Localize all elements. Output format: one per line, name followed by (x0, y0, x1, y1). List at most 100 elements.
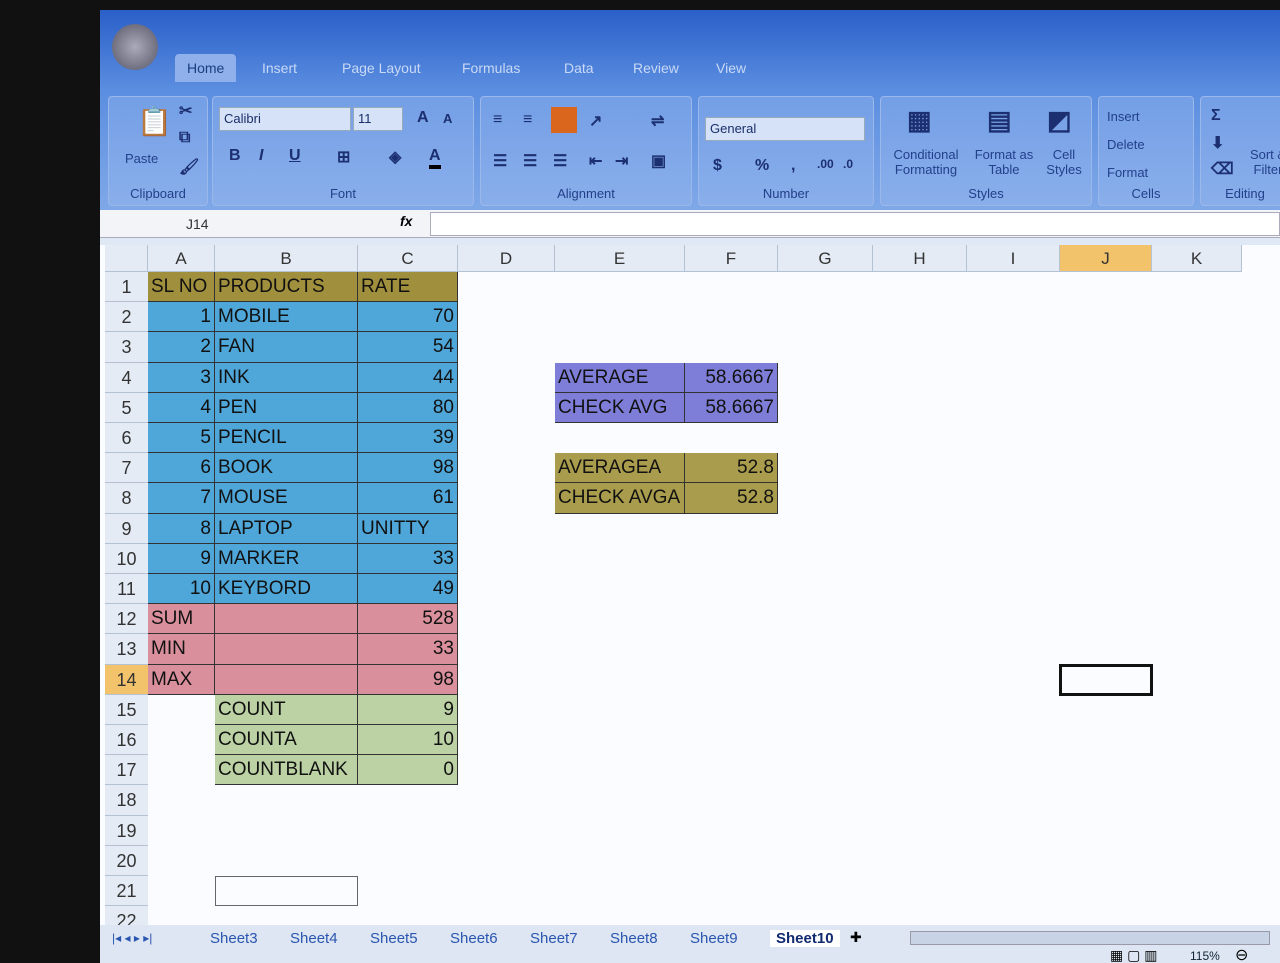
cell-B10[interactable]: MARKER (215, 543, 358, 574)
sheet-tab-sheet10[interactable]: Sheet10 (770, 930, 840, 947)
cell-A2[interactable]: 1 (148, 302, 215, 333)
copy-icon[interactable]: ⧉ (179, 129, 191, 146)
decrease-indent-icon[interactable]: ⇤ (589, 153, 603, 170)
row-header-10[interactable]: 10 (105, 543, 148, 574)
row-header-5[interactable]: 5 (105, 392, 148, 423)
align-left-icon[interactable]: ☰ (493, 153, 508, 170)
format-painter-icon[interactable]: 🖌 (179, 159, 200, 176)
sheet-tab-sheet3[interactable]: Sheet3 (210, 930, 258, 947)
tab-formulas[interactable]: Formulas (462, 60, 521, 76)
cell-A4[interactable]: 3 (148, 362, 215, 393)
cell-A1[interactable]: SL NO (148, 272, 215, 303)
row-header-19[interactable]: 19 (105, 815, 148, 846)
cell-C14[interactable]: 98 (358, 664, 458, 695)
cell-C8[interactable]: 61 (358, 483, 458, 514)
sheet-tab-sheet5[interactable]: Sheet5 (370, 930, 418, 947)
cell-B13[interactable] (215, 634, 358, 665)
formula-input[interactable] (430, 212, 1280, 236)
currency-button[interactable]: $ (713, 157, 722, 174)
cell-C1[interactable]: RATE (358, 272, 458, 303)
column-header-D[interactable]: D (458, 245, 555, 272)
comma-button[interactable]: , (791, 157, 796, 174)
clear-icon[interactable]: ⌫ (1211, 161, 1234, 178)
cell-B2[interactable]: MOBILE (215, 302, 358, 333)
italic-button[interactable]: I (259, 147, 264, 164)
delete-cells-button[interactable]: Delete (1107, 137, 1145, 152)
column-header-I[interactable]: I (967, 245, 1060, 272)
cell-B21[interactable] (215, 876, 358, 907)
row-header-16[interactable]: 16 (105, 725, 148, 756)
cell-C7[interactable]: 98 (358, 453, 458, 484)
row-header-13[interactable]: 13 (105, 634, 148, 665)
cell-A12[interactable]: SUM (148, 604, 215, 635)
cell-B12[interactable] (215, 604, 358, 635)
row-header-12[interactable]: 12 (105, 604, 148, 635)
row-header-9[interactable]: 9 (105, 513, 148, 544)
wrap-text-icon[interactable]: ⇌ (651, 113, 665, 130)
autosum-button[interactable]: Σ (1211, 107, 1221, 124)
row-header-4[interactable]: 4 (105, 362, 148, 393)
cell-C16[interactable]: 10 (358, 725, 458, 756)
row-header-6[interactable]: 6 (105, 423, 148, 454)
column-header-J[interactable]: J (1060, 245, 1152, 272)
conditional-formatting-icon[interactable]: ▦ (907, 105, 932, 135)
cell-C12[interactable]: 528 (358, 604, 458, 635)
underline-button[interactable]: U (289, 147, 301, 164)
grow-font-icon[interactable]: A (417, 109, 429, 126)
name-box[interactable]: J14 (186, 216, 209, 232)
office-button[interactable] (112, 24, 158, 70)
paste-icon[interactable]: 📋 (137, 106, 172, 137)
cell-C15[interactable]: 9 (358, 694, 458, 725)
row-header-7[interactable]: 7 (105, 453, 148, 484)
tab-data[interactable]: Data (564, 60, 594, 76)
cell-B14[interactable] (215, 664, 358, 695)
cell-B4[interactable]: INK (215, 362, 358, 393)
row-header-1[interactable]: 1 (105, 272, 148, 303)
tab-review[interactable]: Review (633, 60, 679, 76)
column-header-G[interactable]: G (778, 245, 873, 272)
worksheet-grid[interactable]: A B C D E F G H I J K 1 2 3 4 5 6 7 8 9 10 11 12 13 14 15 16 17 18 19… (100, 245, 1280, 937)
align-top-icon[interactable]: ≡ (493, 111, 503, 128)
fill-icon[interactable]: ⬇ (1211, 135, 1225, 152)
cell-F7[interactable]: 52.8 (685, 453, 778, 484)
align-middle-icon[interactable]: ≡ (523, 111, 533, 128)
cell-A6[interactable]: 5 (148, 423, 215, 454)
row-header-21[interactable]: 21 (105, 876, 148, 907)
cell-C4[interactable]: 44 (358, 362, 458, 393)
cell-B6[interactable]: PENCIL (215, 423, 358, 454)
cell-A13[interactable]: MIN (148, 634, 215, 665)
fill-color-icon[interactable]: ◈ (389, 149, 402, 166)
horizontal-scrollbar[interactable] (910, 931, 1270, 945)
column-header-F[interactable]: F (685, 245, 778, 272)
cell-C9[interactable]: UNITTY (358, 513, 458, 544)
zoom-out-icon[interactable]: ⊖ (1235, 947, 1249, 963)
borders-icon[interactable]: ⊞ (337, 149, 351, 166)
conditional-formatting-button[interactable]: Conditional Formatting (893, 147, 959, 177)
cell-A7[interactable]: 6 (148, 453, 215, 484)
number-format-select[interactable]: General (705, 117, 865, 141)
font-size-select[interactable]: 11 (353, 107, 403, 131)
cell-E8[interactable]: CHECK AVGA (555, 483, 685, 514)
sheet-tab-sheet9[interactable]: Sheet9 (690, 930, 738, 947)
column-header-B[interactable]: B (215, 245, 358, 272)
fx-icon[interactable]: fx (400, 213, 413, 229)
font-name-select[interactable]: Calibri (219, 107, 351, 131)
merge-center-icon[interactable]: ▣ (651, 153, 667, 170)
orientation-icon[interactable]: ↗ (589, 113, 603, 130)
cell-B16[interactable]: COUNTA (215, 725, 358, 756)
increase-decimal-icon[interactable]: .00 (817, 157, 834, 171)
cell-styles-button[interactable]: Cell Styles (1046, 147, 1082, 177)
insert-sheet-icon[interactable]: ✚ (850, 929, 862, 945)
cell-B7[interactable]: BOOK (215, 453, 358, 484)
column-header-A[interactable]: A (148, 245, 215, 272)
row-header-15[interactable]: 15 (105, 694, 148, 725)
cell-C11[interactable]: 49 (358, 574, 458, 605)
align-right-icon[interactable]: ☰ (553, 153, 568, 170)
row-header-3[interactable]: 3 (105, 332, 148, 363)
row-header-14[interactable]: 14 (105, 664, 148, 695)
format-cells-button[interactable]: Format (1107, 165, 1149, 180)
column-header-E[interactable]: E (555, 245, 685, 272)
cell-A9[interactable]: 8 (148, 513, 215, 544)
percent-button[interactable]: % (755, 157, 770, 174)
cell-C5[interactable]: 80 (358, 392, 458, 423)
